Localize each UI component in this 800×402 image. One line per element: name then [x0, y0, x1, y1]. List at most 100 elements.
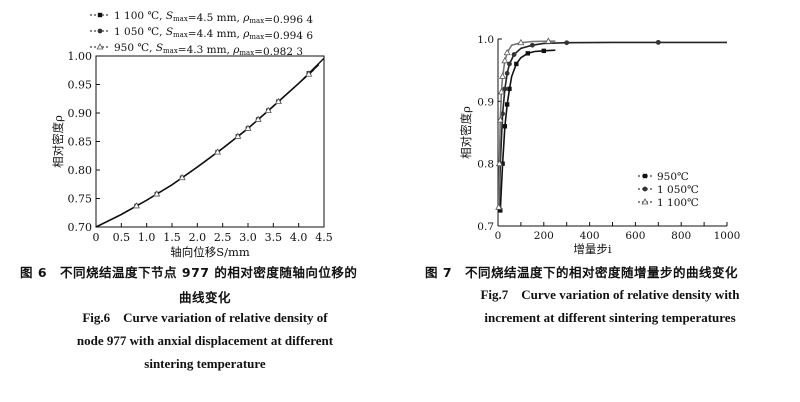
fig7-caption-en-line: Fig.7 Curve variation of relative densit… — [480, 287, 740, 302]
fig7-series-marker — [507, 61, 512, 67]
fig7-series-marker — [514, 61, 519, 67]
fig7-caption-en-line: increment at different sintering tempera… — [484, 310, 736, 325]
fig6-series-line — [95, 57, 325, 228]
fig7-series-marker — [497, 88, 505, 95]
fig7-x-tick-label: 0 — [495, 230, 502, 242]
fig6-caption-en-line: Fig.6 Curve variation of relative densit… — [82, 310, 328, 325]
fig6-x-tick-label: 2.5 — [214, 231, 232, 244]
fig6-legend-text-part: S — [166, 26, 173, 38]
fig6-series-line — [95, 69, 315, 228]
fig7-legend-marker — [642, 173, 648, 179]
fig6-x-tick-label: 4.5 — [315, 231, 333, 244]
fig6-y-tick-label: 0.75 — [68, 193, 93, 206]
fig7-y-tick-label: 0.8 — [477, 159, 494, 171]
fig6-legend-text-part: ρ — [232, 44, 240, 56]
fig7-x-tick-label: 800 — [671, 230, 691, 242]
fig7-series-marker — [504, 102, 510, 107]
fig7-series-marker — [495, 203, 503, 210]
fig7-series-marker — [544, 37, 552, 44]
fig6-legend-text-part: S — [156, 42, 163, 54]
fig6-legend-marker — [97, 12, 103, 18]
fig6-y-tick-label: 0.80 — [68, 164, 93, 177]
figure-6-chart: 0 0.5 1.0 1.5 2.0 2.5 3.0 3.5 4.0 4.5 0.70 0.75 0.80… — [51, 10, 333, 259]
fig6-x-tick-label: 3.0 — [239, 231, 257, 244]
fig7-x-axis-label: 增量步i — [573, 242, 611, 256]
fig7-legend-marker — [641, 198, 649, 205]
fig6-series-marker — [244, 124, 252, 131]
fig7-series-marker — [498, 208, 503, 213]
fig6-legend-marker — [97, 28, 103, 34]
fig7-x-tick-label: 600 — [625, 230, 645, 242]
fig7-series-marker — [502, 86, 508, 92]
fig6-legend-text-part: =0.994 6 — [264, 30, 313, 42]
fig6-caption-zh: 图 6 不同烧结温度下节点 977 的相对密度随轴向位移的 曲线变化 — [20, 262, 390, 306]
fig7-series-marker — [501, 56, 509, 64]
fig6-legend-text-part: 950 ℃, — [114, 42, 156, 54]
fig6-legend-text-part: max — [173, 31, 188, 39]
fig7-legend: 950℃1 050℃1 100℃ — [638, 171, 699, 209]
fig7-axes: 0 200 400 600 800 1000 0.7 0.8 0.9 1.0 增量步i 相对密度ρ — [459, 34, 740, 256]
fig7-x-tick-label: 200 — [534, 230, 554, 242]
fig6-series-marker — [178, 173, 186, 181]
fig7-series-marker — [502, 124, 508, 129]
fig6-legend-text-part: max — [173, 15, 188, 23]
fig6-caption-en-line: node 977 with anxial displacement at dif… — [76, 333, 334, 348]
fig7-legend-label: 950℃ — [657, 171, 689, 183]
fig6-plot-area — [95, 57, 325, 228]
fig6-x-tick-label: 0 — [93, 231, 100, 244]
fig6-series-marker — [153, 190, 161, 197]
fig6-legend-entry: 950 ℃, Smax=4.3 mm, ρmax=0.982 3 — [114, 42, 303, 58]
fig6-legend-text-part: S — [166, 10, 173, 22]
fig7-caption-en: Fig.7 Curve variation of relative densit… — [425, 283, 795, 329]
fig7-series-line — [499, 49, 556, 211]
fig7-series-marker — [504, 70, 510, 76]
fig7-series-line — [498, 41, 727, 208]
fig7-series-marker — [655, 39, 661, 45]
fig6-x-tick-label: 1.0 — [138, 231, 156, 244]
fig6-series-marker — [214, 148, 222, 155]
fig6-x-tick-label: 1.5 — [163, 231, 181, 244]
fig6-legend-text-part: ρ — [242, 28, 250, 40]
fig6-series-marker — [305, 70, 313, 77]
fig7-y-axis-label: 相对密度ρ — [459, 106, 473, 159]
fig6-series-line — [95, 64, 320, 228]
fig7-y-tick-label: 1.0 — [477, 34, 494, 46]
fig7-caption-zh: 图 7 不同烧结温度下的相对密度随增量步的曲线变化 — [425, 262, 795, 281]
fig6-axes: 0 0.5 1.0 1.5 2.0 2.5 3.0 3.5 4.0 4.5 0.70 0.75 0.80… — [51, 50, 333, 259]
fig6-y-tick-label: 0.85 — [68, 136, 93, 149]
fig6-series-marker — [254, 115, 262, 122]
fig7-legend-label: 1 050℃ — [657, 184, 699, 196]
fig6-legend-text-part: 1 050 ℃, — [114, 26, 166, 38]
fig7-series-marker — [495, 159, 503, 167]
fig7-series-marker — [496, 116, 504, 123]
fig6-legend: 1 100 ℃, Smax=4.5 mm, ρmax=0.996 41 050 … — [90, 10, 313, 58]
fig6-caption-zh-line1: 图 6 不同烧结温度下节点 977 的相对密度随轴向位移的 — [20, 265, 358, 280]
fig7-y-tick-label: 0.9 — [477, 96, 494, 108]
fig6-y-tick-label: 0.90 — [68, 107, 93, 120]
fig6-y-tick-label: 0.95 — [68, 79, 93, 92]
fig6-legend-text-part: max — [163, 47, 178, 55]
fig6-series-marker — [274, 97, 282, 104]
fig6-x-tick-label: 2.0 — [189, 231, 207, 244]
fig6-legend-text-part: =0.996 4 — [264, 14, 313, 26]
fig6-caption-zh-line2: 曲线变化 — [178, 290, 231, 305]
fig6-x-tick-label: 3.5 — [265, 231, 283, 244]
fig7-series-line — [497, 40, 556, 208]
fig6-caption-en: Fig.6 Curve variation of relative densit… — [20, 306, 390, 375]
fig7-caption-zh-line: 图 7 不同烧结温度下的相对密度随增量步的曲线变化 — [425, 265, 739, 280]
fig6-legend-text-part: ρ — [242, 12, 250, 24]
fig7-x-tick-label: 1000 — [714, 230, 741, 242]
fig6-legend-marker — [96, 43, 104, 50]
fig6-series-marker — [133, 202, 141, 209]
fig7-y-tick-label: 0.7 — [477, 221, 494, 233]
fig7-series-marker — [503, 48, 511, 56]
fig6-x-tick-label: 4.0 — [290, 231, 308, 244]
fig6-series-marker — [264, 106, 272, 114]
fig7-series-marker — [517, 38, 525, 46]
fig7-series-marker — [525, 51, 530, 56]
fig6-x-tick-label: 0.5 — [113, 231, 131, 244]
fig6-legend-text-part: max — [239, 49, 254, 57]
fig6-y-axis-label: 相对密度ρ — [51, 115, 65, 168]
fig7-series-marker — [499, 72, 507, 79]
fig6-legend-entry: 1 100 ℃, Smax=4.5 mm, ρmax=0.996 4 — [114, 10, 313, 26]
